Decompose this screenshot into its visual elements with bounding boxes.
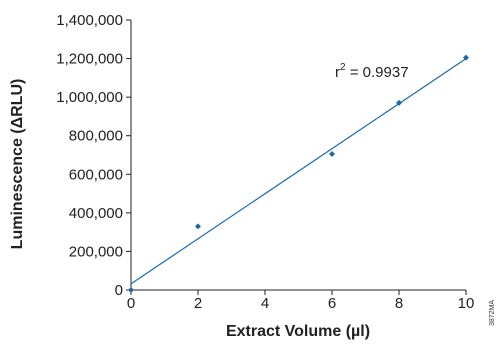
x-tick-label: 4: [261, 295, 269, 312]
y-tick-label: 1,400,000: [56, 12, 123, 29]
data-point: [195, 223, 201, 230]
y-tick-label: 200,000: [69, 243, 123, 260]
data-point: [396, 99, 402, 106]
x-axis-title: Extract Volume (µl): [226, 323, 370, 340]
y-tick-label: 600,000: [69, 166, 123, 183]
figure-code: 3872MA: [489, 300, 496, 326]
data-point: [329, 151, 335, 158]
x-tick-label: 2: [194, 295, 202, 312]
y-tick-label: 1,000,000: [56, 89, 123, 106]
x-tick-label: 10: [458, 295, 475, 312]
y-axis-title: Luminescence (ΔRLU): [9, 79, 26, 250]
r-squared-label: r2 = 0.9937: [335, 62, 409, 81]
x-axis-ticks: 0 2 4 6 8 10: [127, 290, 475, 312]
data-points: [128, 54, 469, 293]
y-tick-label: 0: [115, 282, 123, 299]
y-tick-label: 800,000: [69, 128, 123, 145]
data-point: [463, 54, 469, 61]
y-axis-ticks: 0 200,000 400,000 600,000 800,000 1,000,000 1,…: [56, 12, 131, 299]
y-tick-label: 1,200,000: [56, 51, 123, 68]
y-tick-label: 400,000: [69, 205, 123, 222]
data-point: [128, 287, 134, 293]
x-tick-label: 6: [328, 295, 336, 312]
x-tick-label: 0: [127, 295, 135, 312]
trendline: [130, 58, 467, 285]
x-tick-label: 8: [395, 295, 403, 312]
